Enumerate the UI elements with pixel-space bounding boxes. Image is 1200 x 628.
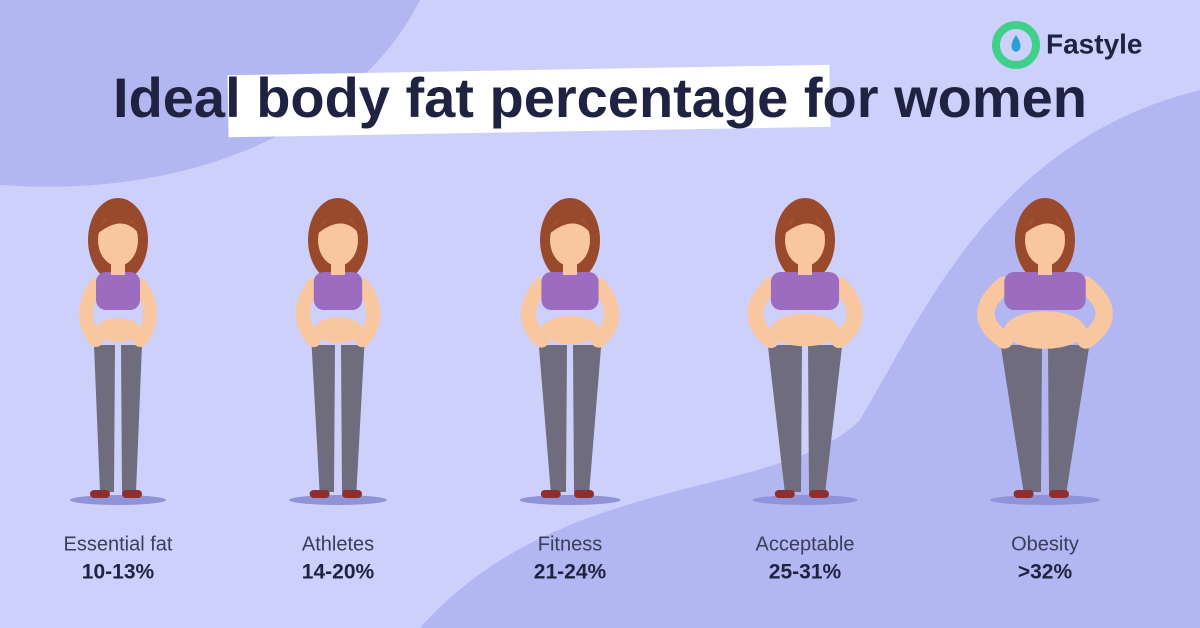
shoe xyxy=(122,490,142,498)
category-range: 21-24% xyxy=(534,561,607,584)
figure xyxy=(70,198,166,505)
shoe xyxy=(90,490,110,498)
category-range: 14-20% xyxy=(302,561,375,584)
shoe xyxy=(342,490,362,498)
shoe xyxy=(540,490,561,498)
logo-drop xyxy=(1011,35,1021,52)
category-range: 10-13% xyxy=(82,561,155,584)
shadow xyxy=(752,495,858,505)
figure xyxy=(747,198,863,505)
arm xyxy=(1077,276,1113,349)
blob xyxy=(420,90,1200,628)
bangs xyxy=(316,212,360,235)
shoe xyxy=(574,490,594,498)
top xyxy=(313,272,363,310)
figure xyxy=(519,198,621,505)
arm xyxy=(133,278,157,347)
arm xyxy=(520,277,549,348)
leg xyxy=(1000,345,1042,492)
shoe xyxy=(774,490,795,498)
belly xyxy=(1004,311,1086,349)
category-label: Acceptable xyxy=(756,533,855,555)
leg xyxy=(538,345,567,492)
belly xyxy=(96,318,140,342)
logo: Fastyle xyxy=(992,21,1143,69)
shadow xyxy=(289,495,387,505)
leg xyxy=(311,345,335,492)
leg xyxy=(121,345,142,492)
figure xyxy=(977,198,1113,505)
category-label: Obesity xyxy=(1011,533,1079,555)
shadow xyxy=(70,495,166,505)
shoe xyxy=(1013,490,1034,498)
bangs xyxy=(548,212,592,235)
bangs xyxy=(96,212,140,235)
belly xyxy=(313,317,363,343)
leg xyxy=(573,345,602,492)
category-range: 25-31% xyxy=(769,561,842,584)
shadow xyxy=(990,495,1100,505)
category-label: Essential fat xyxy=(64,533,173,555)
top xyxy=(770,272,840,310)
top xyxy=(96,272,140,310)
leg xyxy=(767,345,802,492)
arm xyxy=(591,277,620,348)
shoe xyxy=(1049,490,1069,498)
face xyxy=(785,214,825,266)
figures xyxy=(70,198,1113,505)
arm xyxy=(295,277,321,348)
leg xyxy=(1048,345,1090,492)
face xyxy=(550,214,590,266)
face xyxy=(318,214,358,266)
leg xyxy=(94,345,115,492)
bangs xyxy=(783,212,827,235)
arm xyxy=(977,276,1013,349)
arm xyxy=(355,277,381,348)
bangs xyxy=(1023,212,1067,235)
face xyxy=(98,214,138,266)
arm xyxy=(831,276,863,349)
shoe xyxy=(309,490,330,498)
face xyxy=(1025,214,1065,266)
logo-ring xyxy=(992,21,1040,69)
shadow xyxy=(519,495,621,505)
category-range: >32% xyxy=(1018,561,1073,584)
title-highlight xyxy=(227,64,831,138)
shoe xyxy=(809,490,829,498)
brand: Fastyle xyxy=(1046,28,1143,59)
category-label: Fitness xyxy=(538,533,602,555)
top xyxy=(541,272,599,310)
blob xyxy=(0,0,420,187)
leg xyxy=(808,345,843,492)
arm xyxy=(747,276,779,349)
belly xyxy=(541,315,599,345)
belly xyxy=(770,313,840,347)
title: Ideal body fat percentage for women xyxy=(113,66,1087,129)
leg xyxy=(341,345,365,492)
arm xyxy=(79,278,103,347)
top xyxy=(1004,272,1086,310)
figure xyxy=(289,198,387,505)
category-label: Athletes xyxy=(302,533,374,555)
